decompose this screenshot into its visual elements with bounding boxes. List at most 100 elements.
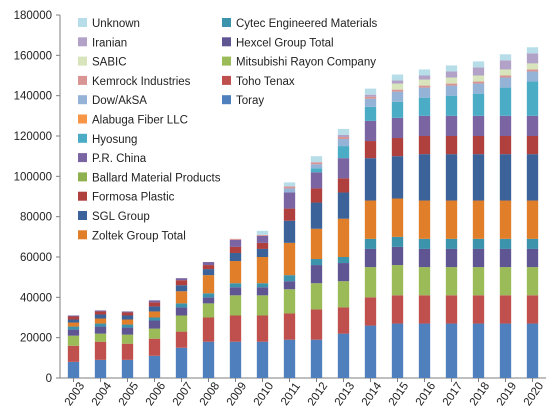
y-tick-label: 20000 bbox=[20, 333, 52, 345]
bar-segment-cytec-engineered-materials-2003 bbox=[67, 326, 80, 330]
legend: Unknown Iranian SABIC Kemrock Industries Dow… bbox=[78, 18, 378, 242]
bar-segment-cytec-engineered-materials-2015 bbox=[391, 236, 404, 247]
bar-segment-zoltek-group-total-2010 bbox=[256, 257, 269, 284]
legend-swatch bbox=[222, 95, 231, 105]
bar-stack-2009 bbox=[229, 238, 242, 378]
legend-label: Toho Tenax bbox=[236, 76, 295, 88]
bar-segment-toray-2020 bbox=[526, 323, 539, 378]
bar-segment-hexcel-group-total-2018 bbox=[472, 248, 485, 268]
bar-segment-toho-tenax-2005 bbox=[121, 343, 134, 360]
bar-segment-cytec-engineered-materials-2019 bbox=[499, 238, 512, 249]
legend-item-unknown: Unknown bbox=[78, 18, 140, 30]
legend-swatch bbox=[78, 56, 87, 66]
bar-segment-mitsubishi-rayon-company-2004 bbox=[94, 333, 107, 342]
bar-segment-mitsubishi-rayon-company-2016 bbox=[418, 267, 431, 296]
bar-segment-formosa-plastic-2015 bbox=[391, 138, 404, 157]
legend-swatch bbox=[78, 133, 87, 143]
legend-item-hyosung: Hyosung bbox=[78, 133, 137, 146]
bar-segment-sgl-group-2009 bbox=[229, 252, 242, 262]
bar-segment-sgl-group-2005 bbox=[121, 315, 134, 320]
bar-segment-zoltek-group-total-2003 bbox=[67, 322, 80, 327]
bar-segment-toray-2010 bbox=[256, 341, 269, 378]
bar-segment-mitsubishi-rayon-company-2014 bbox=[364, 267, 377, 298]
bar-segment-formosa-plastic-2006 bbox=[148, 302, 161, 307]
bar-segment-hexcel-group-total-2014 bbox=[364, 248, 377, 268]
bar-segment-toray-2019 bbox=[499, 323, 512, 378]
bar-segment-dow-aksa-2015 bbox=[391, 91, 404, 102]
bar-segment-zoltek-group-total-2007 bbox=[175, 291, 188, 304]
bar-segment-p-r-china-2015 bbox=[391, 117, 404, 139]
bar-segment-zoltek-group-total-2011 bbox=[283, 242, 296, 276]
bar-segment-toray-2003 bbox=[67, 361, 80, 378]
bar-segment-hexcel-group-total-2015 bbox=[391, 246, 404, 266]
bar-segment-hyosung-2019 bbox=[499, 87, 512, 116]
bar-segment-cytec-engineered-materials-2005 bbox=[121, 324, 134, 328]
legend-item-toho-tenax: Toho Tenax bbox=[222, 75, 295, 88]
bar-segment-p-r-china-2011 bbox=[283, 192, 296, 209]
legend-swatch bbox=[222, 18, 231, 27]
bar-segment-hyosung-2016 bbox=[418, 97, 431, 116]
bar-segment-toho-tenax-2020 bbox=[526, 295, 539, 324]
bar-segment-hexcel-group-total-2020 bbox=[526, 248, 539, 268]
bar-segment-cytec-engineered-materials-2004 bbox=[94, 323, 107, 327]
y-tick-label: 0 bbox=[46, 373, 52, 385]
legend-label: Unknown bbox=[92, 18, 140, 30]
bar-segment-unknown-2013 bbox=[337, 128, 350, 135]
y-tick-label: 160000 bbox=[14, 50, 52, 62]
y-tick-label: 100000 bbox=[14, 171, 52, 183]
bar-segment-cytec-engineered-materials-2012 bbox=[310, 259, 323, 266]
y-tick-label: 40000 bbox=[20, 292, 52, 304]
legend-swatch bbox=[78, 37, 87, 47]
bar-segment-iranian-2013 bbox=[337, 134, 350, 138]
bar-segment-toray-2011 bbox=[283, 339, 296, 378]
legend-swatch bbox=[222, 37, 231, 47]
bar-segment-toray-2017 bbox=[445, 323, 458, 378]
bar-segment-formosa-plastic-2013 bbox=[337, 178, 350, 193]
legend-item-formosa-plastic: Formosa Plastic bbox=[78, 191, 175, 204]
bar-segment-toho-tenax-2016 bbox=[418, 295, 431, 324]
bar-segment-zoltek-group-total-2004 bbox=[94, 318, 107, 324]
legend-swatch bbox=[222, 75, 231, 85]
bar-segment-zoltek-group-total-2008 bbox=[202, 275, 215, 294]
bar-segment-toho-tenax-2019 bbox=[499, 295, 512, 324]
bar-segment-toho-tenax-2014 bbox=[364, 297, 377, 326]
bar-segment-toho-tenax-2012 bbox=[310, 309, 323, 340]
bar-segment-sabic-2020 bbox=[526, 63, 539, 70]
bar-segment-sgl-group-2013 bbox=[337, 192, 350, 219]
bar-segment-mitsubishi-rayon-company-2018 bbox=[472, 267, 485, 296]
bar-stack-2010 bbox=[256, 230, 269, 378]
legend-item-alabuga-fiber-llc: Alabuga Fiber LLC bbox=[78, 114, 188, 127]
bar-segment-sgl-group-2011 bbox=[283, 220, 296, 243]
bar-segment-p-r-china-2005 bbox=[121, 311, 134, 313]
bar-segment-toray-2005 bbox=[121, 359, 134, 378]
bar-segment-p-r-china-2013 bbox=[337, 158, 350, 179]
bar-stack-2008 bbox=[202, 262, 215, 378]
bar-segment-kemrock-industries-2020 bbox=[526, 69, 539, 72]
legend-item-kemrock-industries: Kemrock Industries bbox=[78, 75, 191, 88]
bar-stack-2013 bbox=[337, 128, 350, 378]
legend-label: Iranian bbox=[92, 37, 127, 49]
bar-segment-sgl-group-2014 bbox=[364, 158, 377, 201]
bar-segment-p-r-china-2019 bbox=[499, 115, 512, 136]
bar-segment-formosa-plastic-2003 bbox=[67, 316, 80, 320]
bar-segment-unknown-2017 bbox=[445, 65, 458, 72]
bar-segment-iranian-2015 bbox=[391, 80, 404, 84]
bar-segment-zoltek-group-total-2005 bbox=[121, 319, 134, 325]
bar-segment-hyosung-2013 bbox=[337, 146, 350, 159]
bar-segment-mitsubishi-rayon-company-2006 bbox=[148, 328, 161, 339]
bar-segment-kemrock-industries-2010 bbox=[256, 234, 269, 236]
bar-segment-formosa-plastic-2018 bbox=[472, 136, 485, 155]
legend-label: Kemrock Industries bbox=[92, 76, 191, 88]
bar-segment-p-r-china-2007 bbox=[175, 278, 188, 281]
legend-label: Cytec Engineered Materials bbox=[236, 18, 378, 30]
bar-segment-zoltek-group-total-2009 bbox=[229, 261, 242, 284]
legend-swatch bbox=[78, 230, 87, 240]
bar-segment-p-r-china-2018 bbox=[472, 115, 485, 136]
bar-segment-p-r-china-2012 bbox=[310, 172, 323, 189]
bar-stack-2018 bbox=[472, 61, 485, 378]
bar-segment-formosa-plastic-2007 bbox=[175, 280, 188, 286]
bar-segment-formosa-plastic-2008 bbox=[202, 265, 215, 270]
y-tick-label: 80000 bbox=[20, 212, 52, 224]
bar-segment-kemrock-industries-2013 bbox=[337, 137, 350, 140]
bar-segment-sgl-group-2017 bbox=[445, 154, 458, 201]
